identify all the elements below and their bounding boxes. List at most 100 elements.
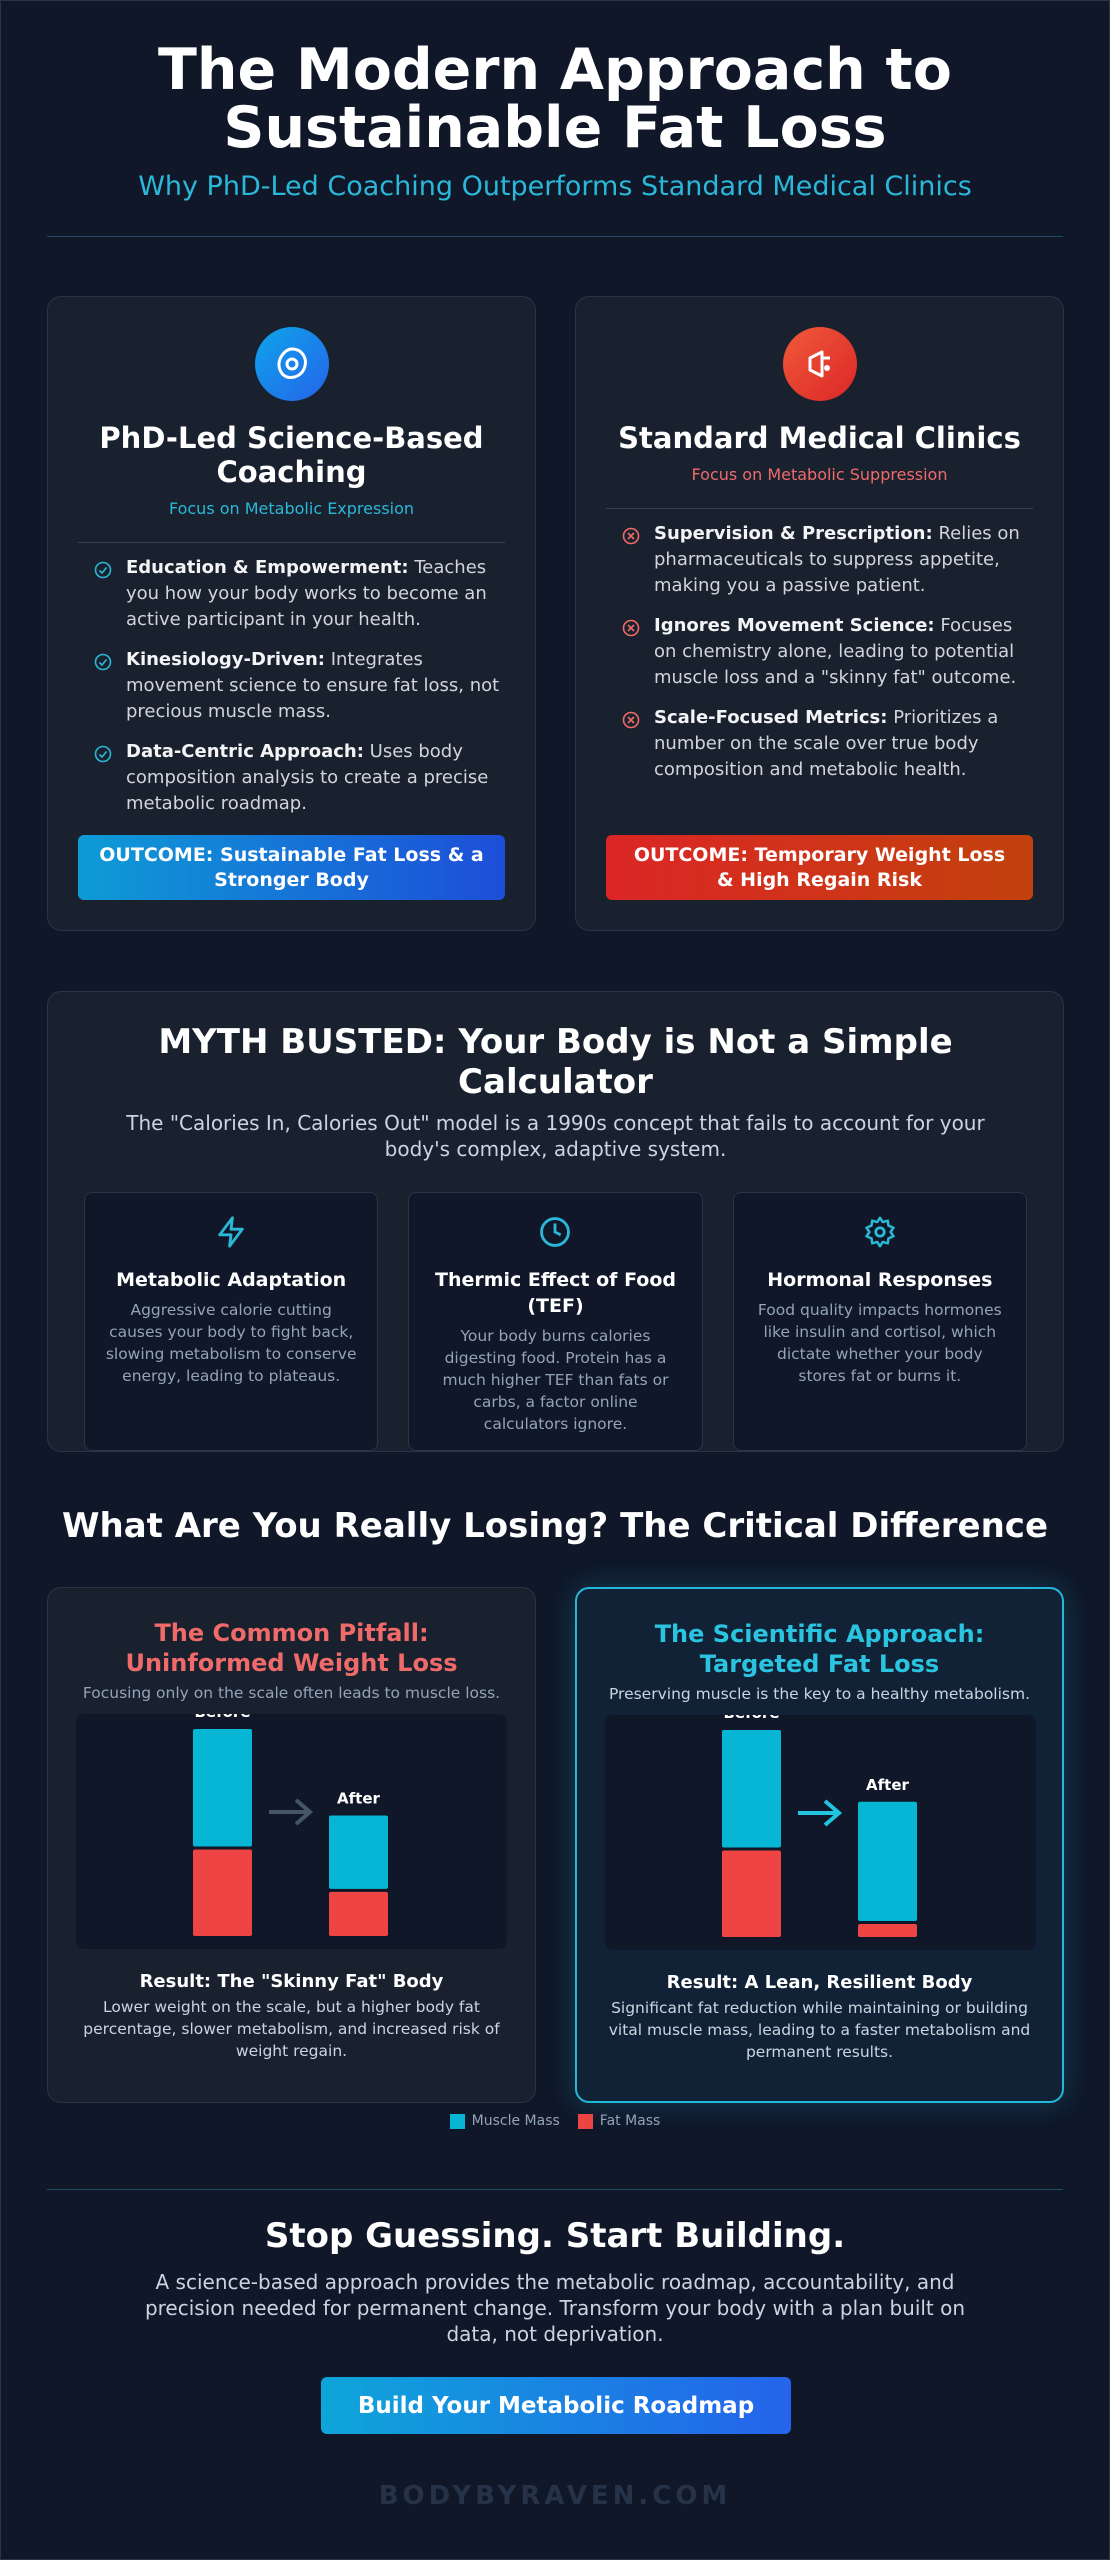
coaching-card: PhD-Led Science-Based Coaching Focus on … (47, 296, 536, 931)
myth-intro: The "Calories In, Calories Out" model is… (126, 1111, 985, 1161)
myth-card: Hormonal Responses Food quality impacts … (732, 1192, 1027, 1451)
panel-title: The Common Pitfall: Uninformed Weight Lo… (125, 1619, 458, 1677)
gear-icon (865, 1216, 895, 1248)
cta-text: A science-based approach provides the me… (144, 2270, 966, 2346)
bar-label: Before (723, 1715, 779, 1722)
cta-button[interactable]: Build Your Metabolic Roadmap (321, 2377, 791, 2434)
panel-subtitle: Preserving muscle is the key to a health… (608, 1685, 1031, 1703)
icon (782, 327, 857, 401)
bar-label: After (337, 1789, 380, 1807)
body-composition-chart: Before After (605, 1715, 1036, 1950)
item-icon (622, 527, 640, 545)
item-label: Data-Centric Approach: (126, 741, 364, 762)
outcome: OUTCOME: Temporary Weight Loss & High Re… (606, 835, 1033, 900)
bar-segment (329, 1891, 388, 1936)
legend-entry: Fat Mass (577, 2113, 661, 2129)
icon-mark (98, 566, 108, 575)
card-title: Standard Medical Clinics (618, 421, 1021, 455)
divider (47, 2189, 1063, 2190)
bar-segment (858, 1801, 917, 1921)
item-body: Teaches you how your body works to becom… (126, 557, 487, 630)
icon (254, 327, 329, 401)
icon-mark (627, 716, 635, 724)
item: Ignores Movement Science: Focuses on che… (622, 613, 1033, 691)
myth-cards: Metabolic Adaptation Aggressive calorie … (84, 1192, 1027, 1451)
result-text: Significant fat reduction while maintain… (608, 1999, 1031, 2061)
icon-ring (622, 619, 640, 637)
myth-card-text: Food quality impacts hormones like insul… (757, 1301, 1002, 1385)
card-focus: Focus on Metabolic Suppression (691, 465, 948, 484)
cta-title: Stop Guessing. Start Building. (264, 2216, 846, 2256)
myth-section: MYTH BUSTED: Your Body is Not a Simple C… (47, 991, 1064, 1452)
myth-card-text: Your body burns calories digesting food.… (442, 1327, 669, 1433)
myth-title: MYTH BUSTED: Your Body is Not a Simple C… (158, 1022, 953, 1102)
clinic-card: Standard Medical Clinics Focus on Metabo… (575, 296, 1064, 931)
legend-entry: Muscle Mass (449, 2113, 560, 2129)
item-icon (94, 561, 112, 579)
legend-label: Fat Mass (599, 2113, 661, 2129)
legend-swatch (449, 2113, 465, 2129)
bar-segment (858, 1923, 917, 1937)
item: Supervision & Prescription: Relies on ph… (622, 521, 1033, 599)
bar-label: Before (194, 1714, 250, 1721)
icon-ring (94, 561, 112, 579)
myth-card-title: Thermic Effect of Food (TEF) (434, 1269, 676, 1317)
myth-card-title: Hormonal Responses (767, 1269, 993, 1291)
panel-title: The Scientific Approach: Targeted Fat Lo… (654, 1620, 985, 1678)
separator (606, 508, 1033, 509)
item-icon (94, 745, 112, 763)
item: Kinesiology-Driven: Integrates movement … (94, 647, 505, 725)
item-label: Ignores Movement Science: (654, 615, 935, 636)
icon-mark (627, 624, 635, 632)
item-list: Supervision & Prescription: Relies on ph… (606, 521, 1033, 797)
item: Data-Centric Approach: Uses body composi… (94, 739, 505, 817)
item-label: Supervision & Prescription: (654, 523, 933, 544)
result-title: Result: A Lean, Resilient Body (666, 1972, 973, 1993)
icon-mark (98, 750, 108, 759)
bar-segment (193, 1849, 252, 1936)
arrow (269, 1798, 314, 1826)
myth-card: Metabolic Adaptation Aggressive calorie … (84, 1192, 379, 1451)
icon-mark (98, 658, 108, 667)
divider (47, 236, 1063, 237)
item-label: Scale-Focused Metrics: (654, 707, 888, 728)
item: Education & Empowerment: Teaches you how… (94, 555, 505, 633)
item-text: Scale-Focused Metrics: Prioritizes a num… (654, 705, 1033, 783)
item-body: Relies on pharmaceuticals to suppress ap… (654, 523, 1020, 596)
legend-swatch (577, 2113, 593, 2129)
item-label: Education & Empowerment: (126, 557, 409, 578)
card-focus: Focus on Metabolic Expression (168, 499, 415, 518)
icon-glyph (277, 347, 307, 379)
item-icon (94, 653, 112, 671)
clock-icon (540, 1217, 571, 1247)
icon-ring (622, 527, 640, 545)
section-title: What Are You Really Losing? The Critical… (61, 1506, 1049, 1546)
item-text: Data-Centric Approach: Uses body composi… (126, 739, 505, 817)
card-title: PhD-Led Science-Based Coaching (99, 421, 484, 489)
item-body: Uses body composition analysis to create… (126, 741, 489, 814)
item-text: Education & Empowerment: Teaches you how… (126, 555, 505, 633)
panel-subtitle: Focusing only on the scale often leads t… (82, 1684, 501, 1702)
subtitle: Why PhD-Led Coaching Outperforms Standar… (138, 171, 972, 202)
icon-mark (627, 532, 635, 540)
item: Scale-Focused Metrics: Prioritizes a num… (622, 705, 1033, 783)
bar-label: After (866, 1776, 909, 1794)
icon-ring (94, 653, 112, 671)
legend-label: Muscle Mass (471, 2113, 560, 2129)
result-text: Lower weight on the scale, but a higher … (83, 1998, 500, 2060)
separator (78, 542, 505, 543)
pitfall-panel: The Common Pitfall: Uninformed Weight Lo… (47, 1587, 536, 2103)
item-body: Prioritizes a number on the scale over t… (654, 707, 999, 780)
bar-segment (193, 1729, 252, 1847)
arrow (798, 1799, 843, 1827)
item-icon (622, 711, 640, 729)
bar-segment (722, 1730, 781, 1848)
item-body: Integrates movement science to ensure fa… (126, 649, 500, 722)
bolt-icon (218, 1216, 244, 1248)
item-text: Kinesiology-Driven: Integrates movement … (126, 647, 505, 725)
item-text: Supervision & Prescription: Relies on ph… (654, 521, 1033, 599)
item-label: Kinesiology-Driven: (126, 649, 325, 670)
footer-brand: BODYBYRAVEN.COM (378, 2481, 732, 2511)
